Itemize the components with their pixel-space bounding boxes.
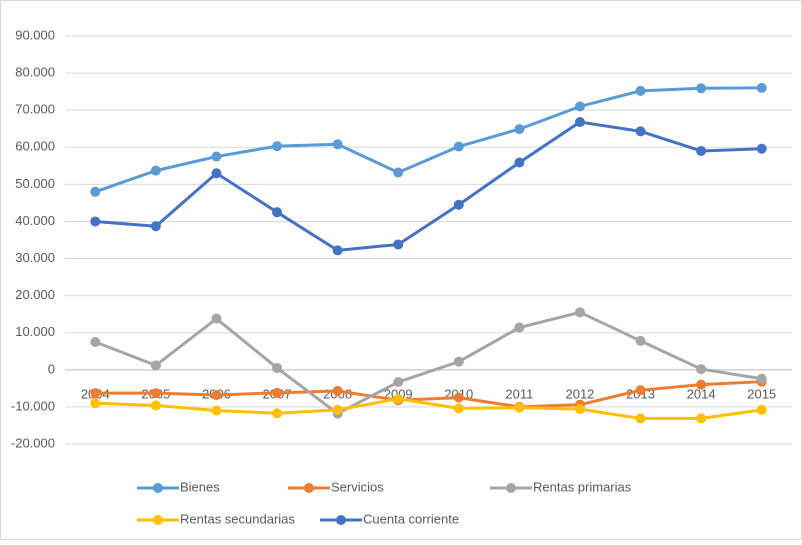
data-point — [150, 388, 161, 399]
data-point — [150, 165, 161, 176]
data-point — [453, 199, 464, 210]
data-point — [90, 216, 101, 227]
data-point — [696, 83, 707, 94]
data-point — [453, 141, 464, 152]
data-point — [150, 400, 161, 411]
y-tick-label: 50.000 — [15, 176, 55, 191]
series-line — [95, 120, 762, 252]
data-point — [272, 207, 283, 218]
legend-marker — [304, 483, 314, 493]
data-point — [514, 157, 525, 168]
data-point — [90, 388, 101, 399]
data-point — [393, 377, 404, 388]
data-point — [635, 385, 646, 396]
legend-marker — [153, 515, 163, 525]
series-line — [95, 380, 762, 409]
x-tick-label: 2015 — [747, 386, 776, 401]
data-point — [514, 322, 525, 333]
data-point — [574, 117, 585, 128]
data-point — [332, 404, 343, 415]
data-point — [453, 356, 464, 367]
y-tick-label: 30.000 — [15, 250, 55, 265]
y-tick-label: 10.000 — [15, 324, 55, 339]
data-point — [332, 245, 343, 256]
data-point — [272, 387, 283, 398]
series-line — [95, 397, 762, 420]
y-tick-label: 20.000 — [15, 287, 55, 302]
y-tick-label: 60.000 — [15, 139, 55, 154]
series-line — [94, 310, 762, 416]
data-point — [211, 390, 222, 401]
data-point — [272, 141, 283, 152]
data-point — [150, 221, 161, 232]
y-tick-label: -20.000 — [11, 435, 55, 450]
data-point — [393, 239, 404, 250]
data-point — [453, 392, 464, 403]
data-point — [272, 362, 283, 373]
data-point — [756, 82, 767, 93]
x-tick-label: 2011 — [505, 386, 533, 401]
legend-marker — [153, 483, 163, 493]
data-point — [696, 413, 707, 424]
data-point — [756, 404, 767, 415]
data-point — [756, 373, 767, 384]
y-tick-label: 80.000 — [15, 65, 55, 80]
legend-label: Servicios — [331, 479, 384, 494]
y-tick-label: 0 — [48, 361, 55, 376]
data-point — [332, 139, 343, 150]
legend-label: Bienes — [180, 479, 220, 494]
data-point — [574, 307, 585, 318]
data-point — [211, 405, 222, 416]
data-point — [574, 101, 585, 112]
data-point — [211, 313, 222, 324]
legend-marker — [506, 483, 516, 493]
data-point — [272, 408, 283, 419]
series-line — [94, 86, 762, 194]
x-tick-label: 2014 — [687, 386, 716, 401]
data-point — [393, 167, 404, 178]
data-point — [514, 402, 525, 413]
data-point — [90, 186, 101, 197]
x-tick-label: 2012 — [565, 386, 594, 401]
data-point — [211, 168, 222, 179]
data-point — [90, 398, 101, 409]
legend-marker — [336, 515, 346, 525]
data-point — [635, 413, 646, 424]
data-point — [90, 337, 101, 347]
data-point — [696, 364, 707, 375]
y-tick-label: 70.000 — [15, 102, 55, 117]
data-point — [635, 126, 646, 137]
legend-label: Rentas primarias — [533, 479, 632, 494]
legend-label: Cuenta corriente — [363, 511, 459, 526]
data-point — [453, 403, 464, 414]
data-point — [635, 335, 646, 346]
data-point — [332, 385, 343, 396]
data-point — [756, 143, 767, 154]
data-point — [514, 124, 525, 135]
legend-label: Rentas secundarias — [180, 511, 295, 526]
data-point — [211, 151, 222, 162]
data-point — [696, 379, 707, 390]
data-point — [696, 145, 707, 156]
y-tick-label: 90.000 — [15, 27, 55, 42]
y-tick-label: -10.000 — [11, 398, 55, 413]
data-point — [574, 404, 585, 415]
y-tick-label: 40.000 — [15, 213, 55, 228]
data-point — [393, 393, 404, 404]
data-point — [635, 85, 646, 96]
data-point — [150, 360, 161, 371]
